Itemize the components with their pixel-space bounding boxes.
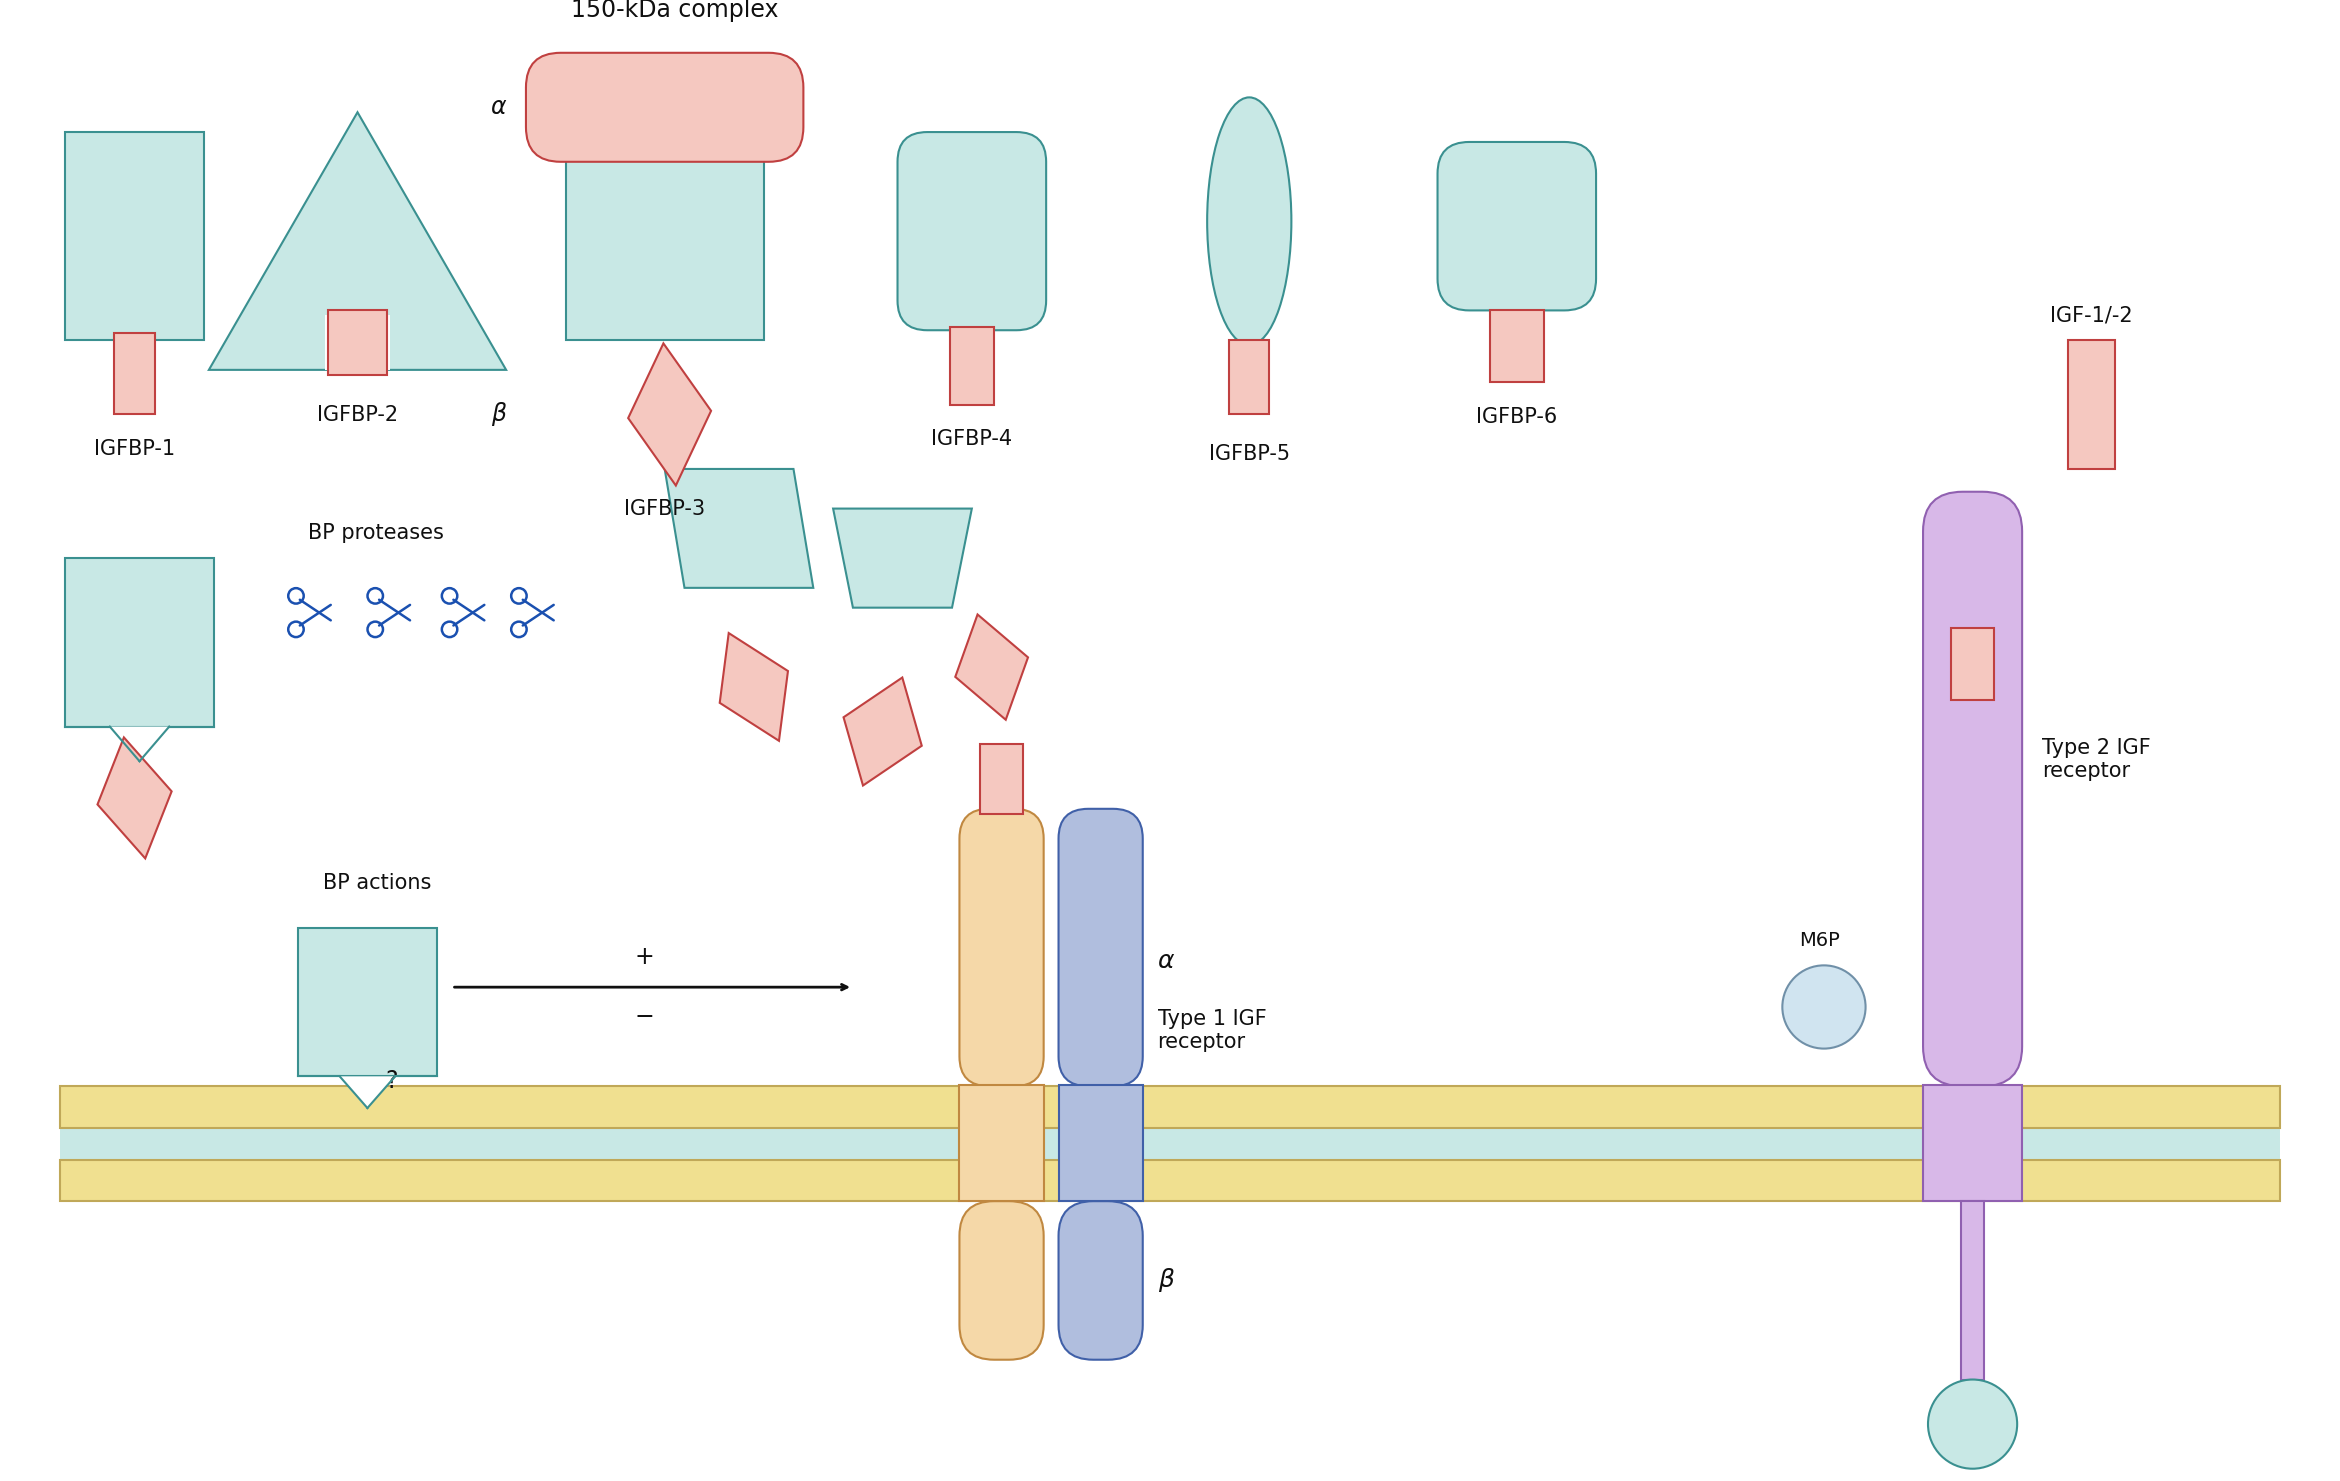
Bar: [1961, 1201, 1984, 1379]
Polygon shape: [842, 677, 922, 785]
Bar: [959, 1086, 1044, 1201]
Polygon shape: [721, 632, 789, 740]
Circle shape: [1783, 966, 1865, 1049]
Ellipse shape: [1207, 98, 1292, 345]
Text: β: β: [1158, 1268, 1175, 1293]
FancyBboxPatch shape: [1058, 809, 1142, 1086]
Polygon shape: [665, 469, 814, 588]
Text: BP proteases: BP proteases: [309, 523, 445, 544]
Text: IGFBP-3: IGFBP-3: [625, 499, 704, 518]
FancyBboxPatch shape: [959, 809, 1044, 1086]
Bar: [66, 132, 204, 341]
Text: +: +: [634, 945, 655, 970]
Circle shape: [1928, 1379, 2017, 1469]
Bar: [1952, 628, 1994, 701]
FancyBboxPatch shape: [1058, 1201, 1142, 1360]
Text: ?: ?: [386, 1069, 398, 1093]
Text: IGFBP-2: IGFBP-2: [316, 404, 398, 425]
Bar: [1491, 311, 1544, 382]
FancyBboxPatch shape: [1437, 142, 1596, 311]
Text: BP actions: BP actions: [323, 874, 431, 893]
Polygon shape: [339, 1077, 395, 1108]
Bar: [980, 745, 1023, 813]
Text: IGFBP-5: IGFBP-5: [1210, 444, 1289, 464]
Bar: [1228, 341, 1268, 415]
Bar: [115, 333, 154, 415]
Bar: [61, 1086, 2279, 1129]
Bar: [66, 558, 213, 727]
Text: α: α: [1158, 949, 1175, 973]
Polygon shape: [98, 738, 171, 859]
Bar: [328, 311, 386, 375]
Text: IGFBP-4: IGFBP-4: [931, 429, 1013, 449]
Polygon shape: [110, 727, 168, 761]
FancyBboxPatch shape: [526, 53, 803, 161]
Bar: [1058, 1086, 1142, 1201]
Text: IGFBP-6: IGFBP-6: [1477, 406, 1558, 427]
Bar: [61, 1160, 2279, 1201]
Text: M6P: M6P: [1799, 932, 1839, 951]
Text: α: α: [491, 95, 505, 120]
Bar: [1923, 1086, 2022, 1201]
FancyBboxPatch shape: [959, 1201, 1044, 1360]
Polygon shape: [208, 113, 505, 370]
Bar: [61, 1086, 2279, 1201]
FancyBboxPatch shape: [1923, 492, 2022, 1086]
Bar: [950, 327, 994, 404]
Text: M6P: M6P: [1811, 1001, 1837, 1013]
Text: β: β: [491, 403, 505, 427]
Bar: [297, 927, 438, 1077]
Bar: [566, 153, 763, 341]
Text: Type 1 IGF
receptor: Type 1 IGF receptor: [1158, 1009, 1266, 1053]
Text: 150-kDa complex: 150-kDa complex: [571, 0, 779, 22]
FancyBboxPatch shape: [899, 132, 1046, 330]
Bar: [2069, 341, 2115, 469]
Polygon shape: [627, 344, 711, 486]
Polygon shape: [955, 615, 1027, 720]
Polygon shape: [833, 508, 971, 607]
Text: IGF-1/-2: IGF-1/-2: [2050, 305, 2132, 326]
Text: IGFBP-1: IGFBP-1: [94, 440, 176, 459]
Text: Type 2 IGF
receptor: Type 2 IGF receptor: [2043, 738, 2150, 780]
Text: −: −: [634, 1006, 655, 1029]
Bar: [325, 315, 391, 370]
